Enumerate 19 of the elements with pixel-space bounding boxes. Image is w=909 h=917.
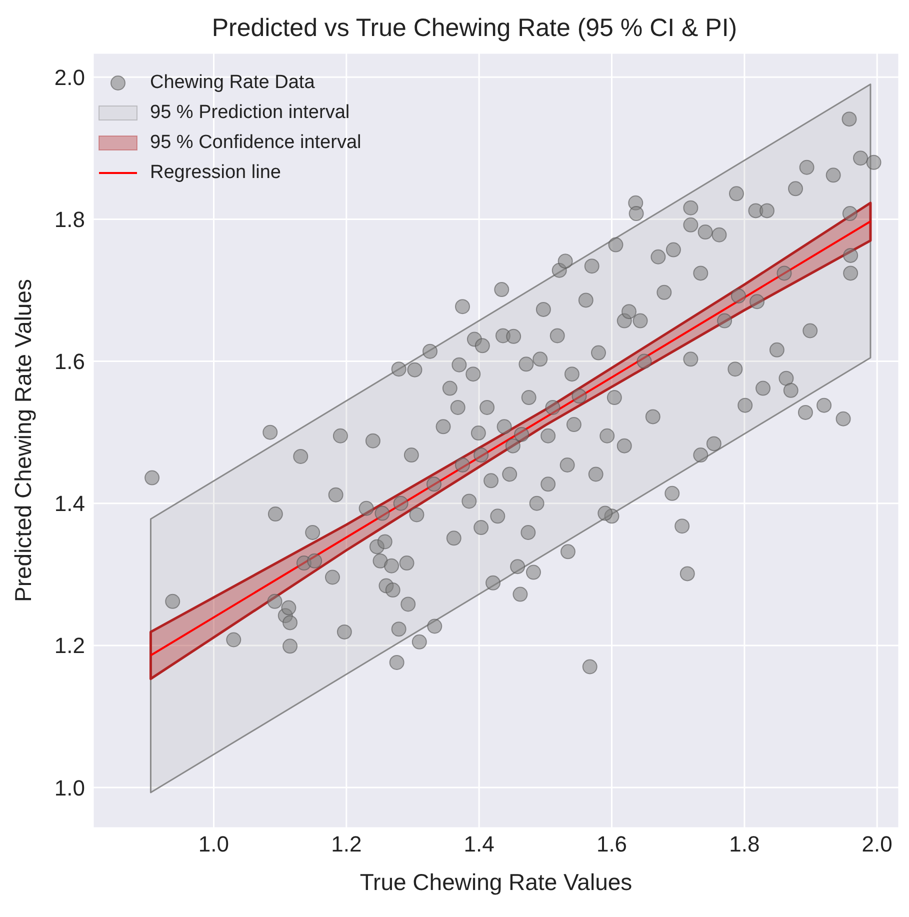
x-tick-label: 1.4 [464,832,494,857]
x-tick-label: 2.0 [862,832,892,857]
y-tick-label: 2.0 [54,64,85,90]
legend-label: Chewing Rate Data [150,72,315,94]
y-tick-label: 1.8 [54,207,85,232]
y-tick-label: 1.6 [54,349,85,374]
y-tick-label: 1.0 [54,775,85,800]
legend-label: Regression line [150,162,281,184]
x-axis-title: True Chewing Rate Values [360,869,632,895]
y-axis-title: Predicted Chewing Rate Values [10,278,36,602]
legend-label: 95 % Confidence interval [150,132,362,154]
x-tick-label: 1.8 [729,832,760,857]
y-tick-label: 1.2 [54,633,85,658]
x-tick-label: 1.2 [331,832,362,857]
chart-title: Predicted vs True Chewing Rate (95 % CI & PI) [210,13,738,44]
y-tick-label: 1.4 [54,491,85,516]
x-tick-label: 1.0 [198,832,230,857]
legend-label: 95 % Prediction interval [150,102,350,124]
x-tick-label: 1.6 [596,832,628,857]
